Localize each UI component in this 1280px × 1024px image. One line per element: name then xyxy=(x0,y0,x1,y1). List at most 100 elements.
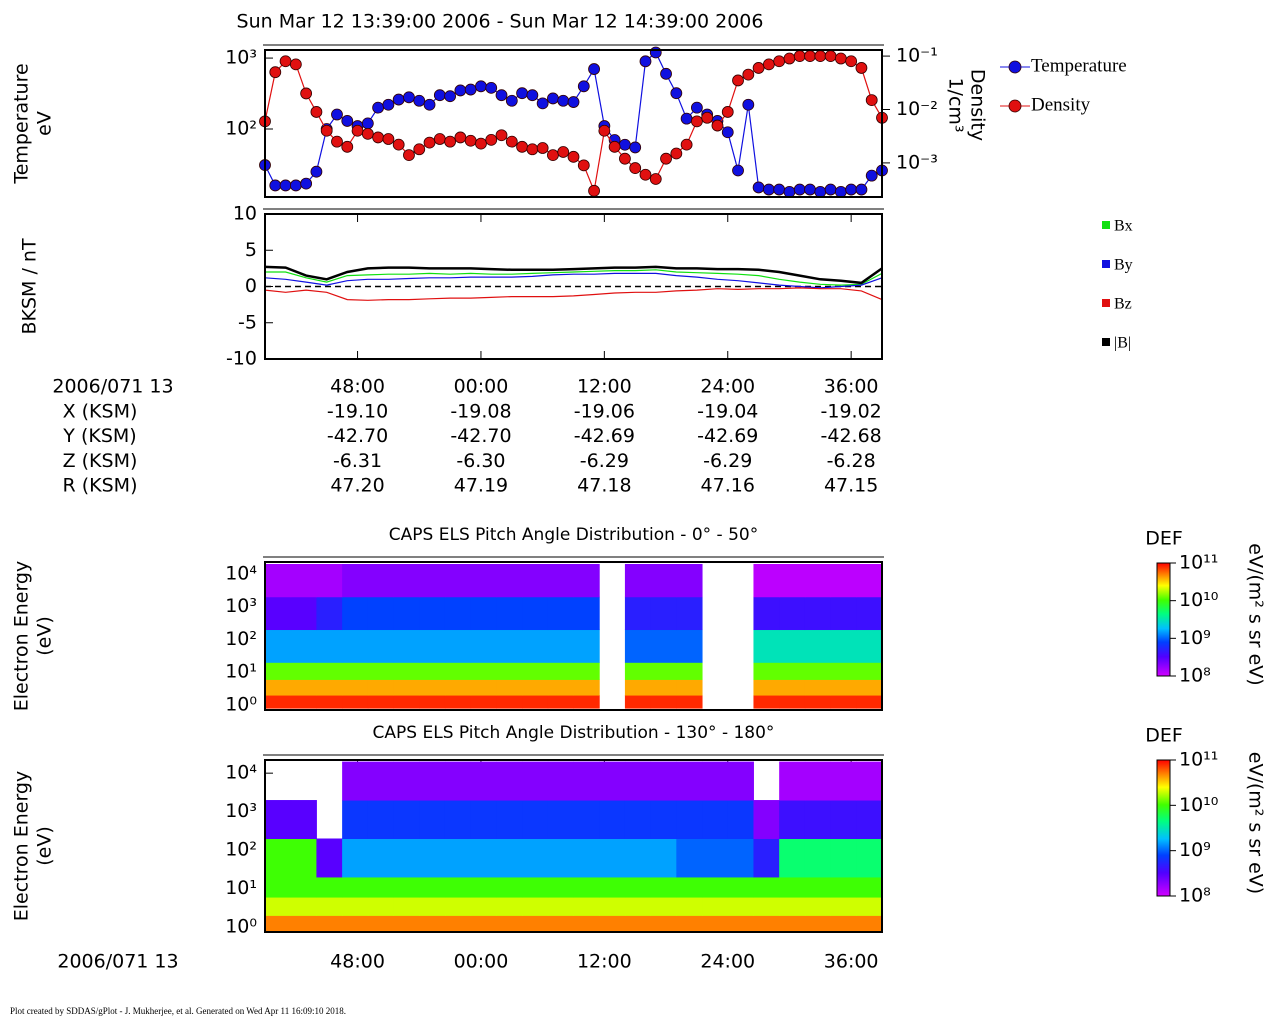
heatmap-cell xyxy=(290,596,317,631)
heatmap-cell xyxy=(573,838,600,878)
heatmap-cell xyxy=(753,915,780,932)
y2-tick-label: 10⁻¹ xyxy=(896,45,938,67)
ephemeris-value: -19.02 xyxy=(821,401,882,423)
marker xyxy=(824,183,837,196)
heatmap-cell xyxy=(830,915,857,932)
heatmap-cell xyxy=(624,897,652,916)
figure-title: Sun Mar 12 13:39:00 2006 - Sun Mar 12 14… xyxy=(237,11,764,33)
heatmap-cell xyxy=(573,915,600,932)
heatmap-cell xyxy=(573,876,600,898)
heatmap-cell xyxy=(265,838,292,878)
marker xyxy=(762,183,775,196)
marker xyxy=(433,89,446,102)
marker xyxy=(372,101,385,114)
heatmap-cell xyxy=(624,596,652,631)
marker xyxy=(639,168,652,181)
legend-label: Density xyxy=(1031,94,1091,115)
marker xyxy=(331,108,343,121)
heatmap-cell xyxy=(804,596,832,631)
ephemeris-name: Z (KSM) xyxy=(63,450,138,472)
heatmap-cell xyxy=(393,915,420,932)
heatmap-cell xyxy=(830,695,857,709)
heatmap-cell xyxy=(316,876,343,898)
chart-title: CAPS ELS Pitch Angle Distribution - 0° -… xyxy=(389,525,758,545)
marker xyxy=(341,115,354,127)
heatmap-cell xyxy=(573,563,600,598)
marker xyxy=(423,136,436,149)
marker xyxy=(824,50,837,62)
ephemeris-value: 47.18 xyxy=(577,475,631,497)
heatmap-cell xyxy=(393,629,420,663)
heatmap-cell xyxy=(650,915,677,932)
heatmap-cell xyxy=(290,800,317,839)
marker xyxy=(475,80,487,93)
heatmap-cell xyxy=(393,662,420,680)
ephemeris-value: 47.20 xyxy=(330,475,384,497)
heatmap-cell xyxy=(444,629,472,663)
ephemeris-value: 47.16 xyxy=(701,475,755,497)
marker xyxy=(454,131,467,144)
ephemeris-value: -19.04 xyxy=(697,401,758,423)
ephemeris-value: -19.10 xyxy=(327,401,388,423)
x-tick-label: 00:00 xyxy=(454,376,509,398)
heatmap-cell xyxy=(727,915,754,932)
heatmap-cell xyxy=(856,596,883,631)
heatmap-cell xyxy=(444,596,472,631)
heatmap-cell xyxy=(496,876,523,898)
x-tick-label: 48:00 xyxy=(330,376,385,398)
marker xyxy=(310,106,323,118)
heatmap-cell xyxy=(856,761,883,801)
heatmap-cell xyxy=(676,876,703,898)
heatmap-cell xyxy=(470,838,497,878)
heatmap-cell xyxy=(316,838,343,878)
heatmap-cell xyxy=(470,876,497,898)
heatmap-cell xyxy=(522,897,549,916)
legend-swatch xyxy=(1102,260,1110,268)
heatmap-cell xyxy=(624,563,652,598)
heatmap-cell xyxy=(753,563,780,598)
marker xyxy=(300,177,313,190)
heatmap-cell xyxy=(573,695,600,709)
heatmap-cell xyxy=(522,662,549,680)
y-axis-label: (eV) xyxy=(34,826,56,866)
marker xyxy=(341,140,354,153)
heatmap-cell xyxy=(444,838,472,878)
heatmap-cell xyxy=(599,897,626,916)
heatmap-cell xyxy=(342,800,369,839)
marker xyxy=(557,94,570,107)
marker xyxy=(382,133,395,145)
x-tick-label: 00:00 xyxy=(454,951,509,973)
heatmap-cell xyxy=(522,563,549,598)
marker xyxy=(485,81,498,94)
heatmap-cell xyxy=(804,695,832,709)
heatmap-cell xyxy=(547,563,574,598)
ephemeris-value: -42.68 xyxy=(821,425,882,447)
heatmap-cell xyxy=(779,563,806,598)
heatmap-cell xyxy=(265,679,292,696)
series-line xyxy=(264,287,883,301)
marker xyxy=(516,87,528,100)
heatmap-cell xyxy=(702,897,729,916)
heatmap-cell xyxy=(265,897,292,916)
legend-marker xyxy=(1008,60,1022,74)
legend-label: Temperature xyxy=(1031,55,1127,76)
heatmap-cell xyxy=(444,897,472,916)
heatmap-cell xyxy=(265,563,292,598)
y-tick-label: 10 xyxy=(233,203,257,225)
heatmap-cell xyxy=(753,800,780,839)
heatmap-cell xyxy=(779,695,806,709)
y2-axis-label: Density xyxy=(967,69,989,141)
y-tick-label: 10⁴ xyxy=(225,562,257,584)
heatmap-cell xyxy=(522,761,549,801)
marker xyxy=(691,115,703,128)
colorbar xyxy=(1156,562,1171,677)
heatmap-cell xyxy=(265,876,292,898)
marker xyxy=(413,143,426,156)
marker xyxy=(444,90,457,103)
heatmap-cell xyxy=(830,679,857,696)
y-tick-label: -10 xyxy=(226,348,257,370)
colorbar-tick-label: 10¹¹ xyxy=(1179,749,1218,771)
ephemeris-value: -6.29 xyxy=(580,450,629,472)
heatmap-cell xyxy=(727,800,754,839)
heatmap-cell xyxy=(676,629,703,663)
